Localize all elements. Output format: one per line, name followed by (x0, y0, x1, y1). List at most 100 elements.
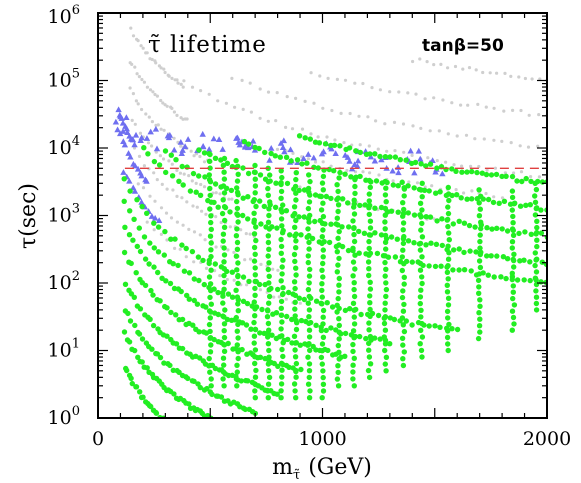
data-point-435 (281, 148, 288, 155)
data-point-1039 (484, 225, 490, 231)
data-point-1554 (367, 218, 374, 224)
data-point-867 (258, 221, 264, 227)
data-point-1372 (292, 354, 299, 360)
data-point-1552 (366, 232, 373, 238)
data-point-1594 (399, 335, 406, 341)
data-point-1104 (523, 202, 529, 208)
data-point-1314 (266, 280, 272, 286)
data-point-1692 (476, 200, 482, 206)
data-point-1571 (382, 300, 388, 306)
data-point-407 (181, 143, 189, 150)
data-point-1116 (331, 142, 338, 148)
data-point-1543 (367, 293, 373, 299)
data-point-363 (131, 141, 138, 148)
data-point-563 (244, 300, 251, 307)
data-point-627 (261, 330, 267, 336)
data-point-1274 (252, 313, 258, 319)
data-point-749 (132, 322, 138, 329)
data-point-550 (181, 268, 188, 274)
data-point-898 (438, 263, 444, 269)
data-point-1215 (220, 238, 226, 244)
data-point-1629 (419, 280, 425, 287)
data-point-1047 (528, 231, 534, 237)
data-point-485 (162, 228, 168, 235)
data-point-1057 (272, 153, 278, 159)
data-point-64 (179, 144, 183, 148)
data-point-1689 (478, 219, 484, 225)
data-point-1550 (366, 245, 372, 252)
data-point-1127 (387, 154, 393, 160)
data-point-1705 (511, 264, 517, 270)
data-point-1713 (510, 213, 516, 220)
data-point-773 (204, 385, 210, 392)
data-point-1522 (351, 231, 357, 238)
data-point-509 (296, 295, 302, 301)
data-point-1128 (392, 154, 399, 160)
data-point-1259 (235, 171, 241, 177)
data-point-223 (258, 87, 262, 91)
data-point-559 (225, 291, 232, 297)
data-point-677 (225, 340, 231, 347)
data-point-1665 (444, 217, 450, 223)
data-point-216 (519, 170, 524, 174)
data-point-1117 (337, 143, 343, 149)
data-point-1392 (293, 217, 299, 224)
y-tick-label-2: 102 (48, 269, 80, 294)
data-point-1232 (235, 355, 241, 362)
data-point-1023 (395, 209, 401, 215)
data-point-1530 (352, 176, 358, 183)
data-point-1712 (510, 220, 516, 226)
data-point-992 (224, 160, 231, 166)
data-point-1610 (400, 227, 406, 233)
data-point-636 (297, 342, 303, 348)
data-point-1590 (400, 362, 407, 369)
data-point-143 (232, 250, 236, 254)
data-point-133 (175, 220, 179, 224)
data-point-1167 (207, 328, 213, 335)
data-point-1638 (419, 220, 425, 227)
data-point-1683 (476, 258, 483, 264)
data-point-148 (259, 262, 263, 266)
data-point-282 (537, 113, 541, 117)
data-point-192 (316, 135, 320, 139)
data-point-286 (425, 60, 429, 64)
data-point-1442 (319, 341, 326, 347)
data-point-1334 (278, 381, 285, 387)
data-point-392 (117, 113, 124, 120)
data-point-626 (257, 330, 263, 336)
data-point-1468 (335, 383, 342, 389)
data-point-658 (157, 298, 163, 304)
data-point-424 (249, 137, 257, 144)
data-point-1369 (293, 374, 299, 380)
data-point-110 (180, 196, 184, 200)
data-point-234 (357, 114, 361, 118)
data-point-1166 (207, 335, 213, 341)
data-point-1426 (306, 219, 312, 225)
data-point-1667 (445, 204, 451, 210)
data-point-52 (140, 107, 144, 112)
data-point-1675 (476, 310, 482, 316)
data-point-279 (510, 108, 515, 112)
data-point-1248 (234, 246, 241, 252)
data-point-130 (159, 206, 164, 210)
data-point-1226 (220, 162, 227, 168)
data-point-227 (294, 96, 298, 100)
data-point-186 (266, 119, 270, 123)
data-point-1030 (434, 218, 440, 224)
data-point-998 (257, 172, 264, 178)
data-point-50 (134, 99, 138, 103)
data-point-17 (167, 74, 171, 78)
data-point-311 (329, 164, 333, 168)
data-point-654 (142, 282, 149, 289)
data-point-1139 (449, 166, 455, 172)
data-point-1529 (352, 183, 358, 190)
data-point-829 (128, 375, 134, 381)
data-point-1699 (511, 302, 518, 308)
data-point-107 (165, 187, 169, 191)
data-point-1680 (475, 277, 482, 284)
data-point-85 (175, 168, 179, 172)
data-point-1385 (293, 265, 299, 271)
data-point-55 (150, 120, 154, 124)
data-point-941 (296, 214, 302, 220)
data-point-447 (318, 150, 326, 157)
